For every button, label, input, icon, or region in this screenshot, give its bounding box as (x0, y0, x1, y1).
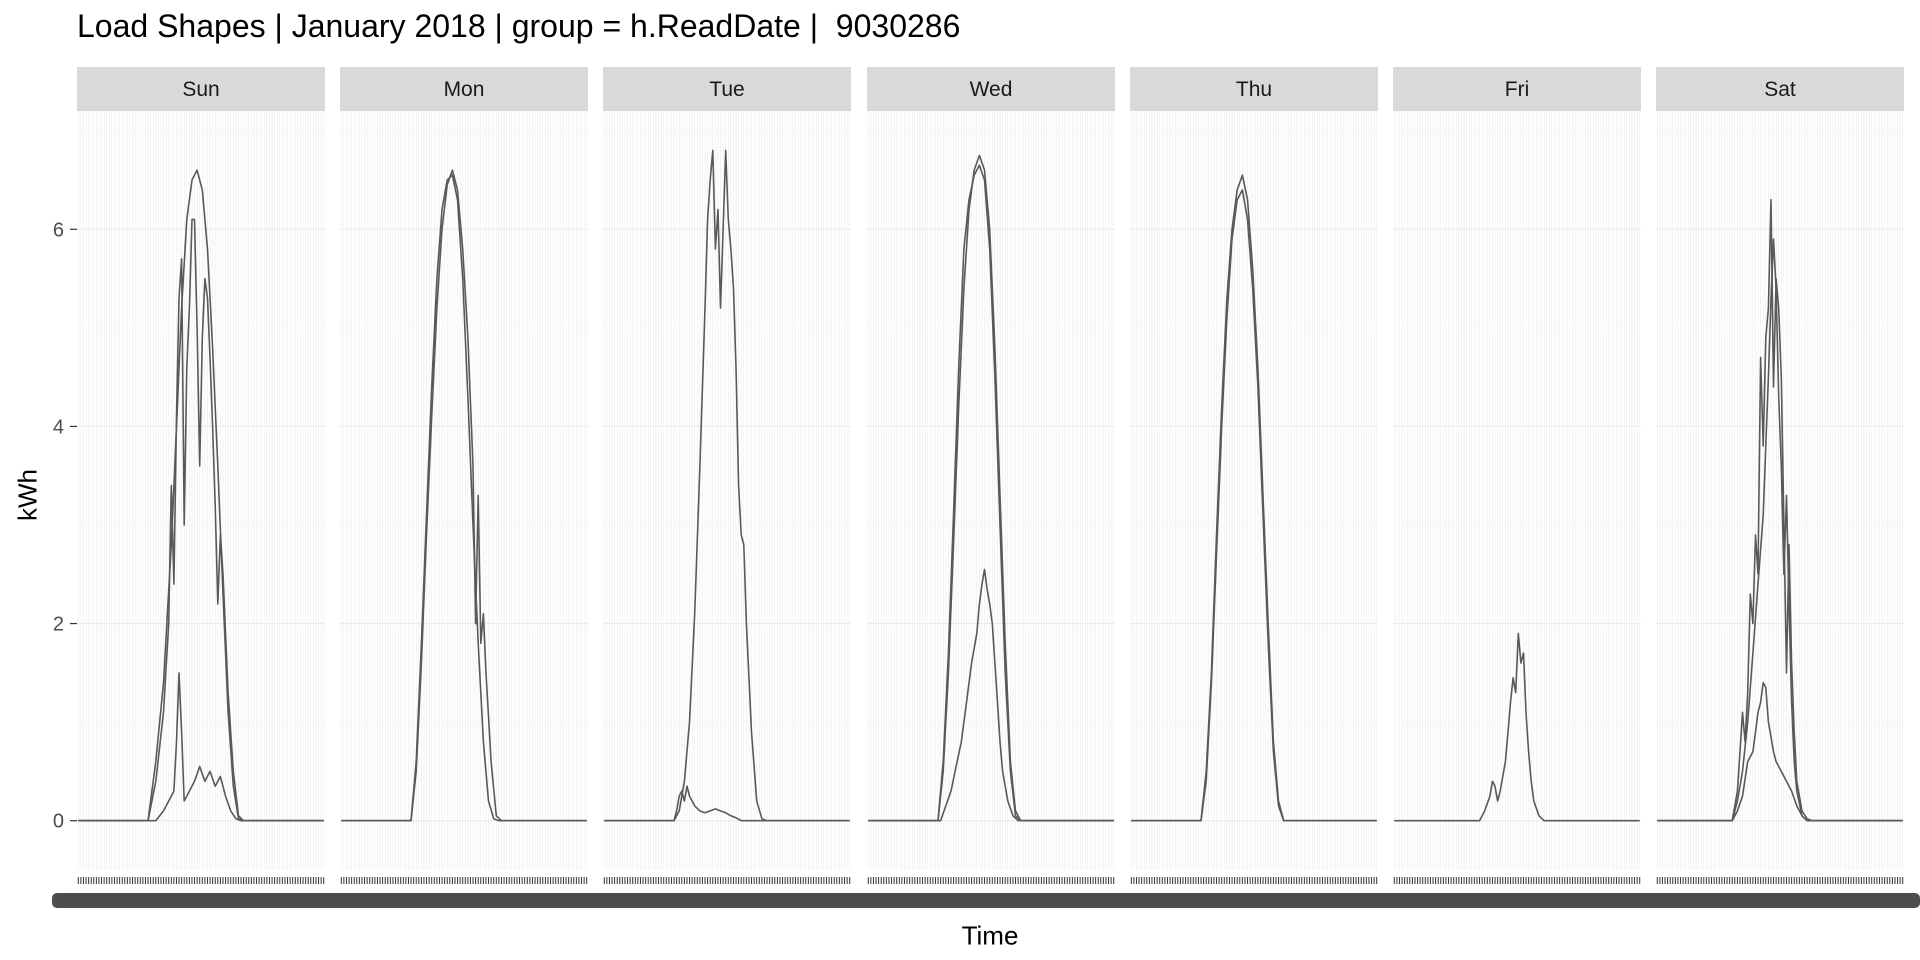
series-line-1 (868, 154, 1114, 822)
facet-panel-sun: Sun (77, 67, 325, 884)
series-line-2 (1131, 174, 1377, 822)
x-ticks (77, 877, 325, 884)
y-axis: 0 2 4 6 (53, 219, 77, 833)
x-ticks (603, 877, 851, 884)
series-line-1 (78, 218, 324, 822)
series-line-1 (1394, 632, 1640, 822)
series-line-1 (1657, 198, 1903, 822)
facet-strip-label: Sat (1764, 78, 1796, 101)
facet-strip (1656, 67, 1904, 111)
series-line-3 (868, 568, 1114, 822)
chart-title: Load Shapes | January 2018 | group = h.R… (77, 8, 961, 44)
x-axis-label: Time (961, 920, 1019, 951)
series-line-1 (604, 149, 850, 822)
facet-strip-label: Thu (1236, 78, 1272, 101)
series-line-2 (341, 174, 587, 822)
y-tick-label: 2 (53, 614, 64, 636)
facet-strip (603, 67, 851, 111)
y-tick-label: 4 (53, 416, 64, 438)
facet-strip-label: Fri (1505, 78, 1530, 101)
x-ticks (1656, 877, 1904, 884)
facet-strip (340, 67, 588, 111)
series-line-3 (1657, 681, 1903, 822)
vertical-gridlines (340, 111, 588, 870)
x-tick-label-band (52, 893, 1920, 908)
facet-strip (1393, 67, 1641, 111)
facet-strip (1130, 67, 1378, 111)
series-line-2 (78, 169, 324, 822)
series-line-2 (604, 785, 850, 822)
y-tick-label: 6 (53, 219, 64, 241)
vertical-gridlines (1393, 111, 1641, 870)
series-line-2 (1657, 238, 1903, 822)
facet-panels: Sun Mon Tue Wed Thu Fri Sat (77, 67, 1904, 884)
series-line-3 (78, 672, 324, 822)
facet-panel-mon: Mon (340, 67, 588, 884)
vertical-gridlines (77, 111, 325, 870)
facet-panel-sat: Sat (1656, 67, 1904, 884)
facet-strip-label: Sun (182, 78, 219, 101)
x-ticks (340, 877, 588, 884)
y-tick-label: 0 (53, 811, 64, 833)
facet-strip-label: Mon (444, 78, 485, 101)
vertical-gridlines (1656, 111, 1904, 870)
vertical-gridlines (1130, 111, 1378, 870)
x-ticks (1393, 877, 1641, 884)
facet-strip-label: Wed (970, 78, 1013, 101)
series-line-2 (868, 164, 1114, 822)
vertical-gridlines (867, 111, 1115, 870)
facet-strip (77, 67, 325, 111)
vertical-gridlines (603, 111, 851, 870)
x-ticks (1130, 877, 1378, 884)
facet-panel-thu: Thu (1130, 67, 1378, 884)
series-line-1 (341, 169, 587, 822)
facet-panel-fri: Fri (1393, 67, 1641, 884)
facet-strip-label: Tue (709, 78, 744, 101)
facet-panel-wed: Wed (867, 67, 1115, 884)
x-ticks (867, 877, 1115, 884)
facet-panel-tue: Tue (603, 67, 851, 884)
facet-strip (867, 67, 1115, 111)
